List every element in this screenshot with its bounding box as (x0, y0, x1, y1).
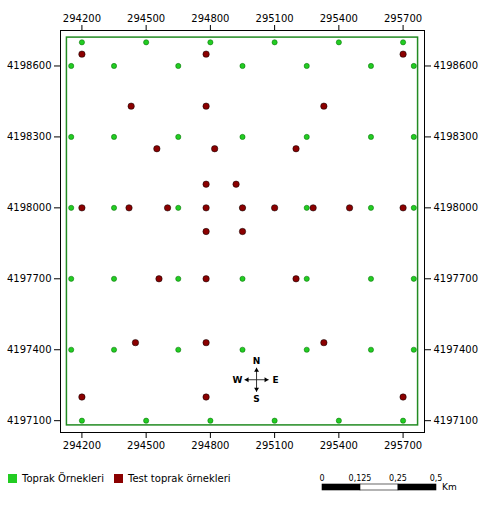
svg-text:295100: 295100 (256, 13, 294, 24)
svg-text:295700: 295700 (384, 13, 422, 24)
html-text:Toprak Örnekleri: Toprak Örnekleri (22, 473, 104, 484)
html-text:Test toprak örnekleri: Test toprak örnekleri (128, 473, 231, 484)
svg-text:295400: 295400 (320, 440, 358, 451)
svg-text:4198600: 4198600 (434, 60, 479, 71)
svg-text:4198000: 4198000 (434, 202, 479, 213)
svg-text:295400: 295400 (320, 13, 358, 24)
svg-text:Km: Km (442, 482, 457, 492)
svg-text:4197700: 4197700 (434, 273, 479, 284)
svg-text:4198000: 4198000 (7, 202, 52, 213)
svg-text:0,125: 0,125 (349, 474, 372, 483)
svg-text:W: W (233, 375, 243, 385)
svg-text:294200: 294200 (63, 13, 101, 24)
svg-text:4197700: 4197700 (7, 273, 52, 284)
svg-text:294800: 294800 (191, 13, 229, 24)
svg-text:0,5: 0,5 (430, 474, 443, 483)
svg-text:4197400: 4197400 (434, 344, 479, 355)
svg-text:294800: 294800 (191, 440, 229, 451)
svg-text:295100: 295100 (256, 440, 294, 451)
svg-text:E: E (272, 375, 278, 385)
svg-text:294200: 294200 (63, 440, 101, 451)
svg-text:294500: 294500 (127, 440, 165, 451)
svg-text:N: N (253, 356, 261, 366)
svg-text:4197100: 4197100 (7, 415, 52, 426)
svg-text:4198600: 4198600 (7, 60, 52, 71)
svg-text:4197100: 4197100 (434, 415, 479, 426)
svg-text:4197400: 4197400 (7, 344, 52, 355)
svg-text:0: 0 (319, 474, 324, 483)
svg-text:4198300: 4198300 (7, 131, 52, 142)
svg-text:S: S (253, 394, 259, 404)
svg-text:0,25: 0,25 (389, 474, 407, 483)
svg-text:294500: 294500 (127, 13, 165, 24)
svg-text:4198300: 4198300 (434, 131, 479, 142)
svg-text:295700: 295700 (384, 440, 422, 451)
